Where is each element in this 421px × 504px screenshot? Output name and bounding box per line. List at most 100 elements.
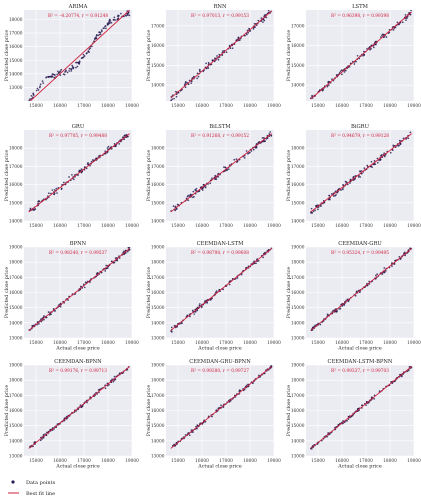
data-points bbox=[28, 133, 130, 213]
data-point bbox=[401, 21, 404, 24]
data-point bbox=[332, 309, 335, 312]
y-axis-label: Predicted close price bbox=[286, 150, 292, 202]
data-point bbox=[262, 256, 264, 259]
x-tick-label: 19000 bbox=[267, 104, 281, 109]
y-tick-label: 14000 bbox=[291, 220, 305, 225]
y-tick-label: 15000 bbox=[9, 59, 23, 64]
y-tick-label: 15000 bbox=[151, 201, 165, 206]
data-point bbox=[231, 47, 234, 50]
data-point bbox=[89, 164, 91, 167]
data-point bbox=[254, 26, 256, 28]
data-point bbox=[127, 247, 130, 249]
data-point bbox=[110, 148, 113, 150]
data-point bbox=[349, 182, 351, 184]
data-point bbox=[238, 389, 241, 391]
data-point bbox=[106, 384, 109, 387]
stats-annotation: R² = –4.20774, r = 0.91248 bbox=[48, 13, 108, 19]
y-axis-label: Predicted close price bbox=[146, 267, 152, 319]
data-point bbox=[228, 283, 231, 286]
data-point bbox=[310, 207, 313, 210]
data-point bbox=[47, 76, 50, 79]
data-point bbox=[202, 70, 205, 73]
x-axis-label: Actual close price bbox=[55, 346, 100, 352]
y-tick-label: 13000 bbox=[9, 455, 23, 460]
x-tick-label: 18000 bbox=[383, 224, 397, 229]
data-point bbox=[204, 186, 207, 189]
data-point bbox=[326, 85, 329, 88]
x-tick-label: 19000 bbox=[407, 459, 421, 464]
data-point bbox=[32, 93, 35, 96]
data-point bbox=[402, 137, 405, 140]
data-point bbox=[383, 271, 386, 274]
data-point bbox=[207, 61, 210, 64]
x-tick-label: 15000 bbox=[29, 341, 43, 346]
best-fit-line bbox=[28, 366, 130, 449]
y-tick-label: 13000 bbox=[151, 455, 165, 460]
data-point bbox=[114, 257, 117, 259]
y-axis-label: Predicted close price bbox=[286, 385, 292, 437]
x-tick-label: 16000 bbox=[53, 341, 67, 346]
data-point bbox=[198, 68, 201, 71]
data-point bbox=[33, 209, 35, 211]
subplot-title: ARIMA bbox=[68, 4, 88, 10]
data-point bbox=[104, 270, 107, 272]
data-point bbox=[357, 175, 360, 178]
subplot-title: LSTM bbox=[352, 4, 368, 10]
data-point bbox=[80, 57, 83, 60]
data-point bbox=[116, 259, 119, 262]
data-point bbox=[71, 173, 73, 176]
data-point bbox=[174, 90, 177, 93]
subplot-title: BiLSTM bbox=[209, 124, 231, 130]
data-point bbox=[94, 36, 97, 39]
data-point bbox=[80, 168, 83, 170]
data-point bbox=[376, 273, 378, 275]
data-point bbox=[110, 21, 113, 24]
data-point bbox=[38, 323, 40, 325]
x-tick-label: 18000 bbox=[243, 459, 257, 464]
data-point bbox=[233, 158, 236, 161]
data-point bbox=[248, 27, 250, 30]
data-points bbox=[170, 247, 273, 333]
data-point bbox=[188, 434, 191, 437]
data-points bbox=[170, 131, 273, 213]
data-point bbox=[120, 12, 122, 15]
data-point bbox=[127, 11, 130, 14]
data-point bbox=[375, 274, 377, 277]
x-tick-label: 17000 bbox=[77, 224, 91, 229]
data-point bbox=[38, 200, 41, 203]
data-point bbox=[89, 396, 92, 398]
data-point bbox=[97, 34, 100, 37]
data-point bbox=[403, 252, 405, 255]
data-point bbox=[191, 76, 194, 79]
data-point bbox=[70, 70, 73, 72]
subplot-title: CEEMDAN-LSTM-BPNN bbox=[328, 359, 393, 365]
y-tick-label: 18000 bbox=[291, 261, 305, 266]
x-tick-label: 16000 bbox=[335, 341, 349, 346]
subplot-rnn: RNN 15000 16000 17000 18000 19000 14000 15000 16… bbox=[146, 4, 281, 109]
data-point bbox=[398, 139, 401, 142]
data-point bbox=[86, 52, 88, 54]
data-point bbox=[62, 181, 65, 184]
data-point bbox=[343, 421, 346, 424]
data-point bbox=[368, 280, 371, 283]
data-point bbox=[117, 17, 120, 20]
y-tick-label: 16000 bbox=[9, 183, 23, 188]
data-point bbox=[175, 95, 178, 98]
best-fit-line bbox=[170, 133, 272, 213]
data-point bbox=[359, 176, 361, 178]
data-point bbox=[78, 62, 81, 65]
data-point bbox=[62, 73, 65, 76]
x-tick-label: 19000 bbox=[407, 104, 421, 109]
data-point bbox=[406, 370, 409, 373]
data-point bbox=[220, 404, 222, 407]
data-point bbox=[385, 36, 388, 38]
data-point bbox=[363, 50, 365, 53]
data-point bbox=[373, 160, 376, 162]
subplot-bpnn: BPNN 15000 16000 17000 18000 19000 13000 14000 1… bbox=[4, 241, 139, 352]
data-point bbox=[106, 24, 109, 26]
data-point bbox=[72, 67, 74, 70]
data-point bbox=[75, 61, 77, 64]
y-tick-label: 16000 bbox=[9, 409, 23, 414]
x-tick-label: 16000 bbox=[335, 104, 349, 109]
